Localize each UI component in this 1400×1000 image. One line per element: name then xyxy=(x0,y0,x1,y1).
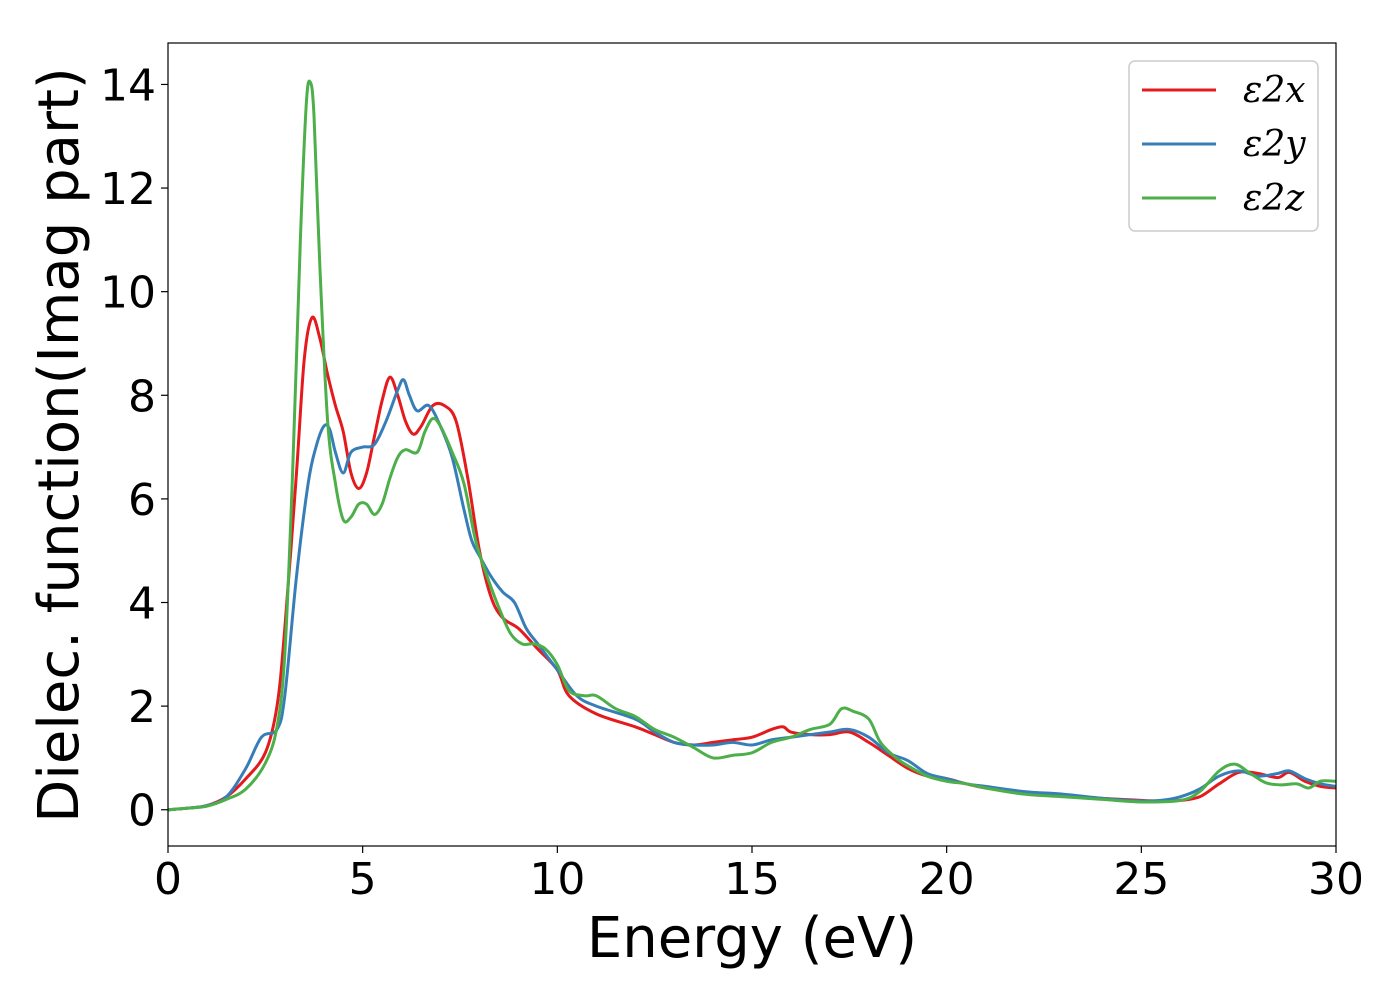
x-tick-label: 30 xyxy=(1308,854,1364,905)
y-tick-label: 10 xyxy=(100,268,156,319)
y-tick-label: 6 xyxy=(128,475,156,526)
x-tick-label: 20 xyxy=(919,854,975,905)
series-layer xyxy=(168,79,1336,812)
y-tick-label: 4 xyxy=(128,579,156,630)
x-axis-title: Energy (eV) xyxy=(587,906,917,971)
x-tick-label: 25 xyxy=(1113,854,1169,905)
y-tick-label: 2 xyxy=(128,682,156,733)
x-tick-label: 0 xyxy=(154,854,182,905)
y-tick-label: 14 xyxy=(100,60,156,111)
legend-frame xyxy=(1128,60,1319,232)
x-tick-label: 15 xyxy=(724,854,780,905)
y-axis-ticks: 0 2 4 6 8 10 12 14 xyxy=(100,60,168,837)
y-axis-title: Dielec. function(Imag part) xyxy=(27,67,92,823)
y-tick-label: 0 xyxy=(128,786,156,837)
legend: ε2x ε2y ε2z xyxy=(1128,60,1319,232)
x-axis-ticks: 0 5 10 15 20 25 30 xyxy=(154,846,1364,905)
x-tick-label: 10 xyxy=(529,854,585,905)
series-line-3 xyxy=(168,79,1336,812)
x-tick-label: 5 xyxy=(349,854,377,905)
legend-label-2: ε2y xyxy=(1243,124,1306,165)
y-tick-label: 12 xyxy=(100,164,156,215)
y-tick-label: 8 xyxy=(128,371,156,422)
legend-label-3: ε2z xyxy=(1243,178,1305,219)
legend-label-1: ε2x xyxy=(1243,70,1306,111)
